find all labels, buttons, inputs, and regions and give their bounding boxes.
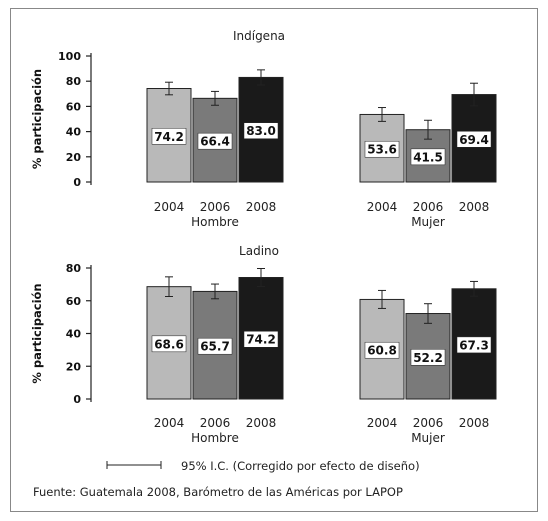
x-tick-label: 2008 xyxy=(246,416,277,430)
y-tick-label: 40 xyxy=(66,328,82,341)
chart-title-indigena: Indígena xyxy=(233,29,285,43)
data-label-box xyxy=(456,131,492,148)
group-label-hombre: Hombre xyxy=(191,215,239,229)
x-tick-label: 2008 xyxy=(246,200,277,214)
y-tick-label: 20 xyxy=(66,360,82,373)
x-tick-label: 2008 xyxy=(459,416,490,430)
data-label-box xyxy=(151,335,187,353)
group-label-mujer: Mujer xyxy=(411,215,445,229)
x-tick-label: 2006 xyxy=(413,200,444,214)
source-note: Fuente: Guatemala 2008, Barómetro de las… xyxy=(33,485,403,499)
data-label: 66.4 xyxy=(200,135,230,149)
data-label-box xyxy=(197,337,233,355)
data-label: 41.5 xyxy=(413,150,443,164)
y-tick-label: 0 xyxy=(73,176,81,189)
legend-label: 95% I.C. (Corregido por efecto de diseño… xyxy=(181,459,420,473)
data-label-box xyxy=(151,128,187,145)
x-tick-label: 2006 xyxy=(200,416,231,430)
x-tick-label: 2006 xyxy=(200,200,231,214)
chart-svg: Indígena 0 20 40 60 80 100 % participación 74.2 2… xyxy=(30,29,497,499)
y-tick-label: 0 xyxy=(73,393,81,406)
y-tick-label: 60 xyxy=(66,295,82,308)
y-tick-label: 20 xyxy=(66,151,82,164)
data-label: 65.7 xyxy=(200,340,230,354)
group-label-hombre: Hombre xyxy=(191,431,239,445)
x-tick-label: 2006 xyxy=(413,416,444,430)
chart-title-ladino: Ladino xyxy=(239,244,279,258)
x-tick-label: 2004 xyxy=(154,200,185,214)
data-label: 52.2 xyxy=(413,351,443,365)
data-label: 74.2 xyxy=(246,333,276,347)
data-label-box xyxy=(410,148,446,166)
data-label: 67.3 xyxy=(459,338,489,352)
panel-ladino: Ladino 0 20 40 60 80 % participación 68.6 2004 65… xyxy=(30,244,497,445)
y-tick-label: 80 xyxy=(66,75,82,88)
data-label-box xyxy=(197,132,233,150)
y-tick-label: 40 xyxy=(66,126,82,139)
data-label: 53.6 xyxy=(367,143,397,157)
data-label: 83.0 xyxy=(246,124,276,138)
data-label-box xyxy=(456,336,492,354)
data-label-box xyxy=(364,341,400,359)
y-axis-label: % participación xyxy=(30,69,44,169)
x-tick-label: 2004 xyxy=(367,416,398,430)
data-label-box xyxy=(243,122,279,139)
y-axis-label: % participación xyxy=(30,283,44,383)
y-tick-label: 60 xyxy=(66,100,82,113)
group-label-mujer: Mujer xyxy=(411,431,445,445)
data-label: 60.8 xyxy=(367,344,397,358)
y-tick-label: 100 xyxy=(58,50,81,63)
x-tick-label: 2004 xyxy=(154,416,185,430)
data-label-box xyxy=(364,140,400,158)
y-tick-label: 80 xyxy=(66,262,82,275)
legend: 95% I.C. (Corregido por efecto de diseño… xyxy=(106,459,420,473)
data-label: 69.4 xyxy=(459,133,489,147)
data-label: 74.2 xyxy=(154,130,184,144)
x-tick-label: 2004 xyxy=(367,200,398,214)
data-label: 68.6 xyxy=(154,337,184,351)
panel-indigena: Indígena 0 20 40 60 80 100 % participación 74.2 2… xyxy=(30,29,497,229)
chart-figure: Indígena 0 20 40 60 80 100 % participación 74.2 2… xyxy=(10,8,538,512)
x-tick-label: 2008 xyxy=(459,200,490,214)
data-label-box xyxy=(243,330,279,348)
data-label-box xyxy=(410,349,446,366)
